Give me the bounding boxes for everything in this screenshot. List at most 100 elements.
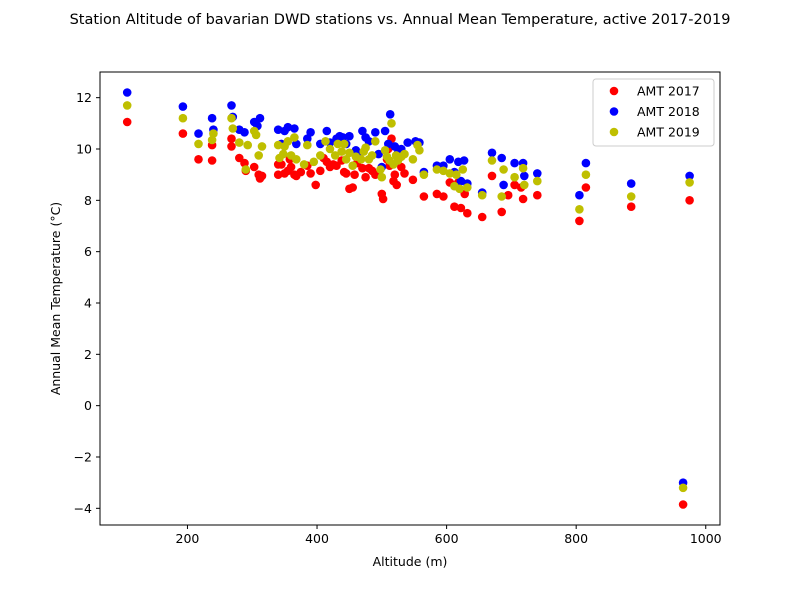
data-point <box>581 170 591 179</box>
data-point <box>361 172 370 182</box>
data-point <box>251 130 261 140</box>
data-point <box>385 110 395 119</box>
y-tick-label: 2 <box>84 347 92 362</box>
data-point <box>456 203 466 213</box>
y-tick-label: 6 <box>84 244 92 259</box>
data-point <box>499 165 508 174</box>
data-point <box>316 166 325 176</box>
data-point <box>497 207 507 217</box>
data-point <box>685 178 694 187</box>
x-axis: 200 400 600 800 1000 <box>176 525 722 546</box>
data-point <box>518 194 528 204</box>
data-point <box>450 202 459 211</box>
data-point <box>316 151 325 160</box>
data-point <box>581 183 591 192</box>
data-point <box>510 180 519 190</box>
x-tick-label: 400 <box>305 531 329 546</box>
series-3 <box>122 101 694 493</box>
data-point <box>341 169 351 178</box>
chart-title: Station Altitude of bavarian DWD station… <box>70 12 731 28</box>
x-tick-label: 200 <box>176 531 200 546</box>
data-point <box>626 202 636 211</box>
data-point <box>581 158 591 168</box>
plot-points <box>122 88 694 509</box>
data-point <box>235 138 244 147</box>
data-point <box>332 161 341 170</box>
data-point <box>194 139 203 149</box>
data-point <box>240 158 249 168</box>
data-point <box>345 131 354 141</box>
data-point <box>254 151 263 160</box>
data-point <box>685 171 694 181</box>
data-point <box>520 180 529 190</box>
y-tick-label: 10 <box>76 141 92 156</box>
data-point <box>257 171 267 181</box>
data-point <box>487 148 497 158</box>
data-point <box>533 176 542 186</box>
data-point <box>337 147 347 156</box>
data-point <box>122 101 132 110</box>
data-point <box>503 190 513 200</box>
data-point <box>283 122 293 132</box>
data-point <box>408 175 418 185</box>
data-point <box>408 155 418 164</box>
data-point <box>497 192 507 201</box>
data-point <box>356 155 366 164</box>
data-point <box>240 128 249 137</box>
data-point <box>333 139 343 149</box>
data-point <box>445 169 455 178</box>
data-point <box>575 205 584 214</box>
y-tick-label: 12 <box>76 90 92 105</box>
data-point <box>390 142 400 151</box>
data-point <box>348 161 358 170</box>
data-point <box>510 172 519 182</box>
data-point <box>371 170 380 179</box>
data-point <box>207 113 217 123</box>
data-point <box>227 113 236 123</box>
x-tick-label: 1000 <box>690 531 722 546</box>
data-point <box>178 129 188 138</box>
data-point <box>273 140 283 150</box>
data-point <box>122 117 132 127</box>
data-point <box>376 165 385 174</box>
data-point <box>309 157 319 167</box>
data-point <box>678 500 688 509</box>
data-point <box>241 165 251 174</box>
data-point <box>364 137 374 146</box>
legend-marker-3 <box>609 127 619 137</box>
data-point <box>415 146 424 155</box>
legend-label-1: AMT 2017 <box>637 84 700 99</box>
data-point <box>321 137 330 146</box>
legend-marker-1 <box>609 86 619 96</box>
data-point <box>228 124 238 133</box>
data-point <box>678 483 688 493</box>
data-point <box>499 180 508 190</box>
data-point <box>575 190 584 200</box>
data-point <box>392 180 402 190</box>
x-tick-label: 600 <box>435 531 459 546</box>
data-point <box>325 144 335 154</box>
data-point <box>283 137 293 146</box>
data-point <box>292 139 301 149</box>
data-point <box>445 155 455 164</box>
data-point <box>400 169 409 178</box>
data-point <box>249 162 259 172</box>
y-tick-label: −2 <box>74 449 92 464</box>
data-point <box>477 190 487 200</box>
data-point <box>358 126 367 136</box>
legend: AMT 2017 AMT 2018 AMT 2019 <box>592 78 715 147</box>
legend-box <box>592 78 715 147</box>
data-point <box>306 169 315 178</box>
y-axis-label: Annual Mean Temperature (°C) <box>48 202 63 395</box>
data-point <box>290 124 299 133</box>
data-point <box>306 128 315 137</box>
data-point <box>432 165 442 174</box>
data-point <box>439 192 448 201</box>
x-tick-label: 800 <box>564 531 588 546</box>
data-point <box>463 183 472 192</box>
data-point <box>361 143 370 152</box>
data-point <box>367 151 377 160</box>
data-point <box>533 169 542 178</box>
data-point <box>685 196 694 205</box>
data-point <box>273 125 283 134</box>
